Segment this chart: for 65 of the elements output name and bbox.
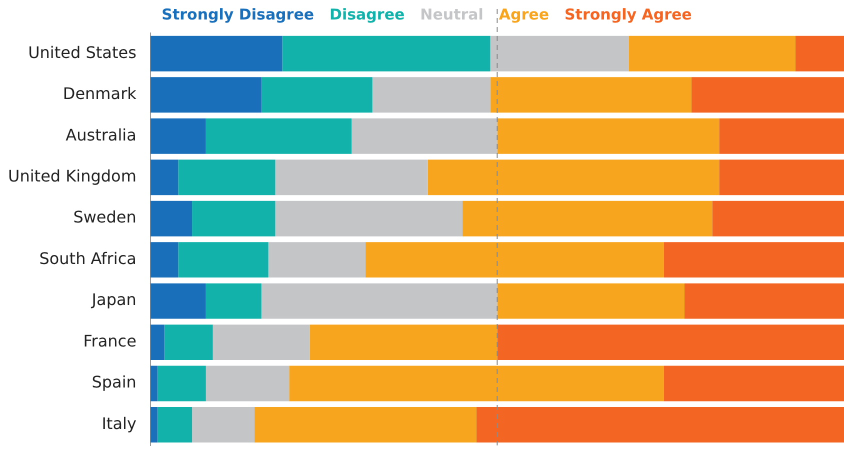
series-label: Neutral: [420, 5, 484, 24]
y-tick-label: France: [83, 331, 136, 350]
bar: [691, 77, 844, 113]
y-tick-label: United Kingdom: [8, 166, 136, 186]
bar: [490, 77, 692, 113]
bar: [150, 366, 158, 402]
bar: [719, 118, 844, 154]
bar: [795, 36, 844, 72]
bar: [178, 242, 268, 278]
y-tick-label: Sweden: [73, 208, 136, 227]
series-label: Disagree: [330, 5, 405, 24]
bar: [497, 283, 684, 319]
bar: [150, 407, 158, 443]
bar: [254, 407, 476, 443]
bar: [150, 118, 206, 154]
bar: [490, 36, 629, 72]
bar: [282, 36, 490, 72]
bar: [261, 77, 372, 113]
y-tick-label: Japan: [90, 290, 136, 310]
bar: [428, 160, 720, 196]
bar: [212, 324, 310, 360]
bar: [352, 118, 498, 154]
bar: [719, 160, 844, 196]
bar: [157, 407, 192, 443]
text: Strongly Agree: [564, 5, 692, 24]
bar: [365, 242, 664, 278]
bar: [497, 118, 720, 154]
bar: [150, 160, 178, 196]
y-tick-label: Italy: [102, 414, 136, 433]
bar: [275, 200, 463, 236]
bar: [289, 366, 664, 402]
bar: [178, 160, 276, 196]
bar: [206, 118, 352, 154]
series-label: Strongly Disagree: [162, 5, 314, 24]
bar: [275, 160, 428, 196]
bar: [372, 77, 490, 113]
y-tick-label: Denmark: [62, 84, 138, 104]
bar: [476, 407, 844, 443]
bar: [462, 200, 712, 236]
bar: [206, 366, 290, 402]
y-tick-label: Australia: [66, 125, 136, 144]
bar: [192, 407, 254, 443]
bar: [150, 77, 262, 113]
bar: [628, 36, 796, 72]
bar: [150, 36, 282, 72]
bar: [261, 283, 498, 319]
bar: [164, 324, 213, 360]
bar: [150, 283, 206, 319]
bar: [206, 283, 262, 319]
bar: [150, 324, 164, 360]
bar: [497, 324, 844, 360]
text: Agree: [498, 5, 549, 24]
bar: [684, 283, 844, 319]
bar: [150, 242, 178, 278]
bar: [268, 242, 366, 278]
y-tick-label: South Africa: [39, 248, 136, 268]
bar: [310, 324, 498, 360]
bar: [664, 242, 844, 278]
y-tick-label: Spain: [92, 372, 136, 392]
bar: [664, 366, 844, 402]
bar: [712, 200, 844, 236]
y-tick-label: United States: [28, 42, 136, 62]
bar: [157, 366, 206, 402]
bar: [192, 200, 276, 236]
bar: [150, 200, 192, 236]
